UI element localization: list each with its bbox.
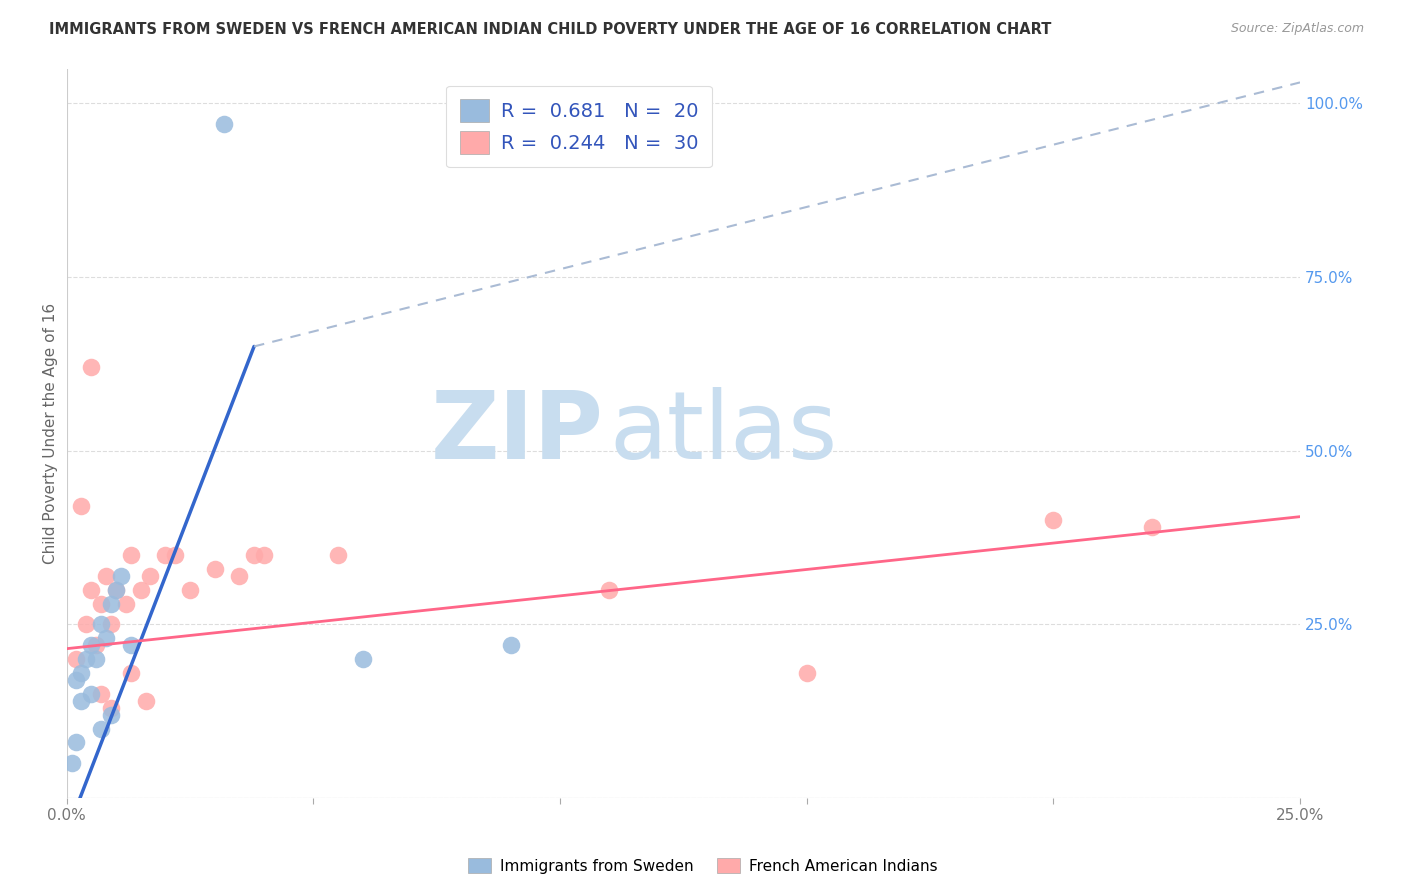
Point: [114, 597, 136, 611]
Point: [70, 665, 93, 680]
Point: [1042, 513, 1064, 527]
Point: [75, 617, 97, 632]
Point: [179, 582, 201, 597]
Point: [165, 548, 187, 562]
Point: [129, 582, 152, 597]
Point: [120, 638, 142, 652]
Text: atlas: atlas: [609, 387, 838, 479]
Point: [60, 756, 83, 771]
Point: [104, 582, 127, 597]
Point: [70, 500, 93, 514]
Point: [84, 652, 107, 666]
Point: [80, 687, 103, 701]
Point: [110, 568, 132, 582]
Point: [90, 617, 112, 632]
Point: [65, 735, 87, 749]
Legend: Immigrants from Sweden, French American Indians: Immigrants from Sweden, French American …: [463, 852, 943, 880]
Point: [94, 568, 117, 582]
Text: Source: ZipAtlas.com: Source: ZipAtlas.com: [1230, 22, 1364, 36]
Point: [352, 652, 374, 666]
Point: [796, 665, 818, 680]
Point: [90, 687, 112, 701]
Point: [94, 632, 117, 646]
Point: [139, 568, 162, 582]
Point: [214, 117, 236, 131]
Point: [120, 665, 142, 680]
Point: [499, 638, 522, 652]
Point: [65, 652, 87, 666]
Point: [155, 548, 177, 562]
Point: [80, 582, 103, 597]
Point: [104, 582, 127, 597]
Point: [326, 548, 349, 562]
Text: ZIP: ZIP: [430, 387, 603, 479]
Point: [75, 652, 97, 666]
Point: [228, 568, 250, 582]
Point: [84, 638, 107, 652]
Point: [80, 360, 103, 375]
Point: [80, 638, 103, 652]
Point: [100, 707, 122, 722]
Point: [70, 694, 93, 708]
Point: [1140, 520, 1163, 534]
Y-axis label: Child Poverty Under the Age of 16: Child Poverty Under the Age of 16: [44, 302, 58, 564]
Point: [100, 617, 122, 632]
Point: [100, 700, 122, 714]
Point: [65, 673, 87, 687]
Point: [90, 722, 112, 736]
Point: [90, 597, 112, 611]
Point: [135, 694, 157, 708]
Text: IMMIGRANTS FROM SWEDEN VS FRENCH AMERICAN INDIAN CHILD POVERTY UNDER THE AGE OF : IMMIGRANTS FROM SWEDEN VS FRENCH AMERICA…: [49, 22, 1052, 37]
Point: [100, 597, 122, 611]
Point: [598, 582, 620, 597]
Legend: R =  0.681   N =  20, R =  0.244   N =  30: R = 0.681 N = 20, R = 0.244 N = 30: [446, 86, 711, 168]
Point: [253, 548, 276, 562]
Point: [120, 548, 142, 562]
Point: [204, 562, 226, 576]
Point: [243, 548, 266, 562]
